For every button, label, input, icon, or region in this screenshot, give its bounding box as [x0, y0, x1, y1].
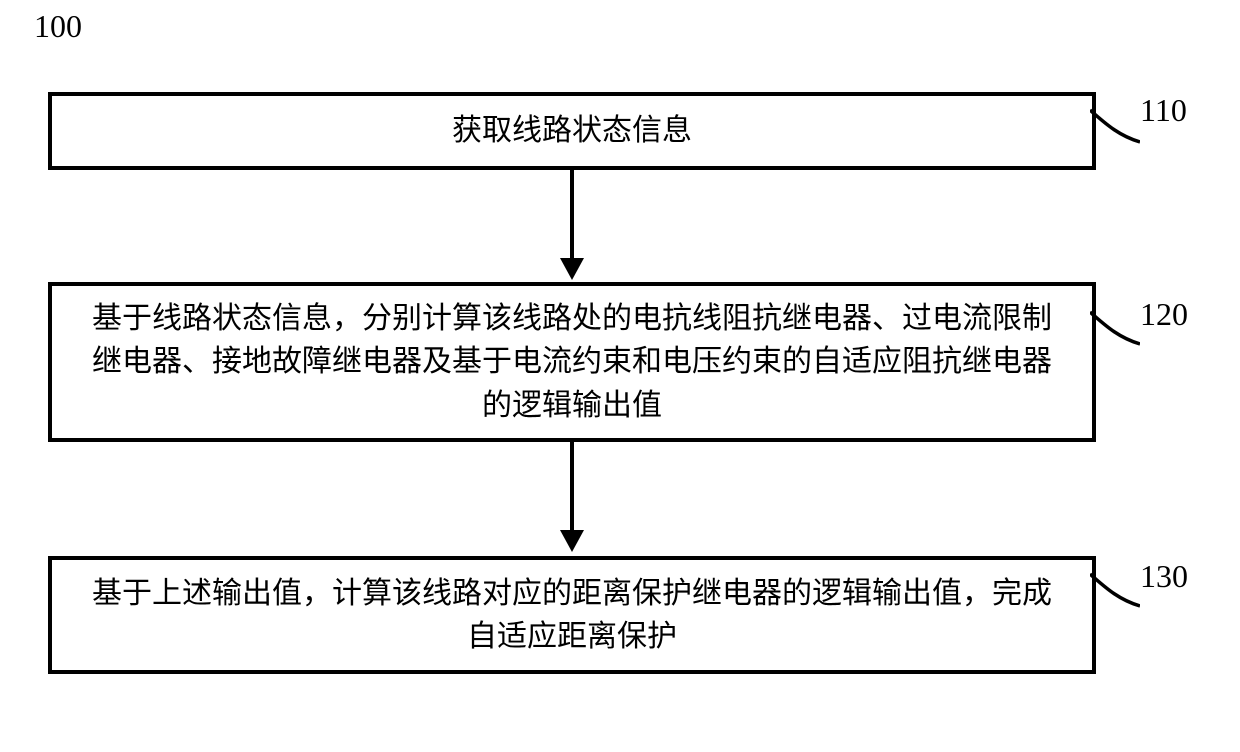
ref-label-110: 110 [1140, 92, 1187, 129]
ref-curve-130 [1090, 566, 1140, 616]
arrow-down-icon [560, 530, 584, 552]
arrow-down-icon [560, 258, 584, 280]
ref-label-120: 120 [1140, 296, 1188, 333]
flow-step-120-text: 基于线路状态信息，分别计算该线路处的电抗线阻抗继电器、过电流限制继电器、接地故障… [82, 297, 1062, 428]
connector-120-to-130 [560, 442, 584, 552]
ref-curve-120 [1090, 304, 1140, 354]
flow-step-130: 基于上述输出值，计算该线路对应的距离保护继电器的逻辑输出值，完成自适应距离保护 [48, 556, 1096, 674]
flow-step-130-text: 基于上述输出值，计算该线路对应的距离保护继电器的逻辑输出值，完成自适应距离保护 [82, 572, 1062, 659]
ref-label-130: 130 [1140, 558, 1188, 595]
flow-step-110: 获取线路状态信息 [48, 92, 1096, 170]
ref-curve-110 [1090, 102, 1140, 152]
flow-step-110-text: 获取线路状态信息 [452, 109, 692, 153]
connector-line [570, 442, 574, 530]
connector-110-to-120 [560, 170, 584, 280]
flow-step-120: 基于线路状态信息，分别计算该线路处的电抗线阻抗继电器、过电流限制继电器、接地故障… [48, 282, 1096, 442]
connector-line [570, 170, 574, 258]
diagram-number-label: 100 [34, 8, 82, 45]
